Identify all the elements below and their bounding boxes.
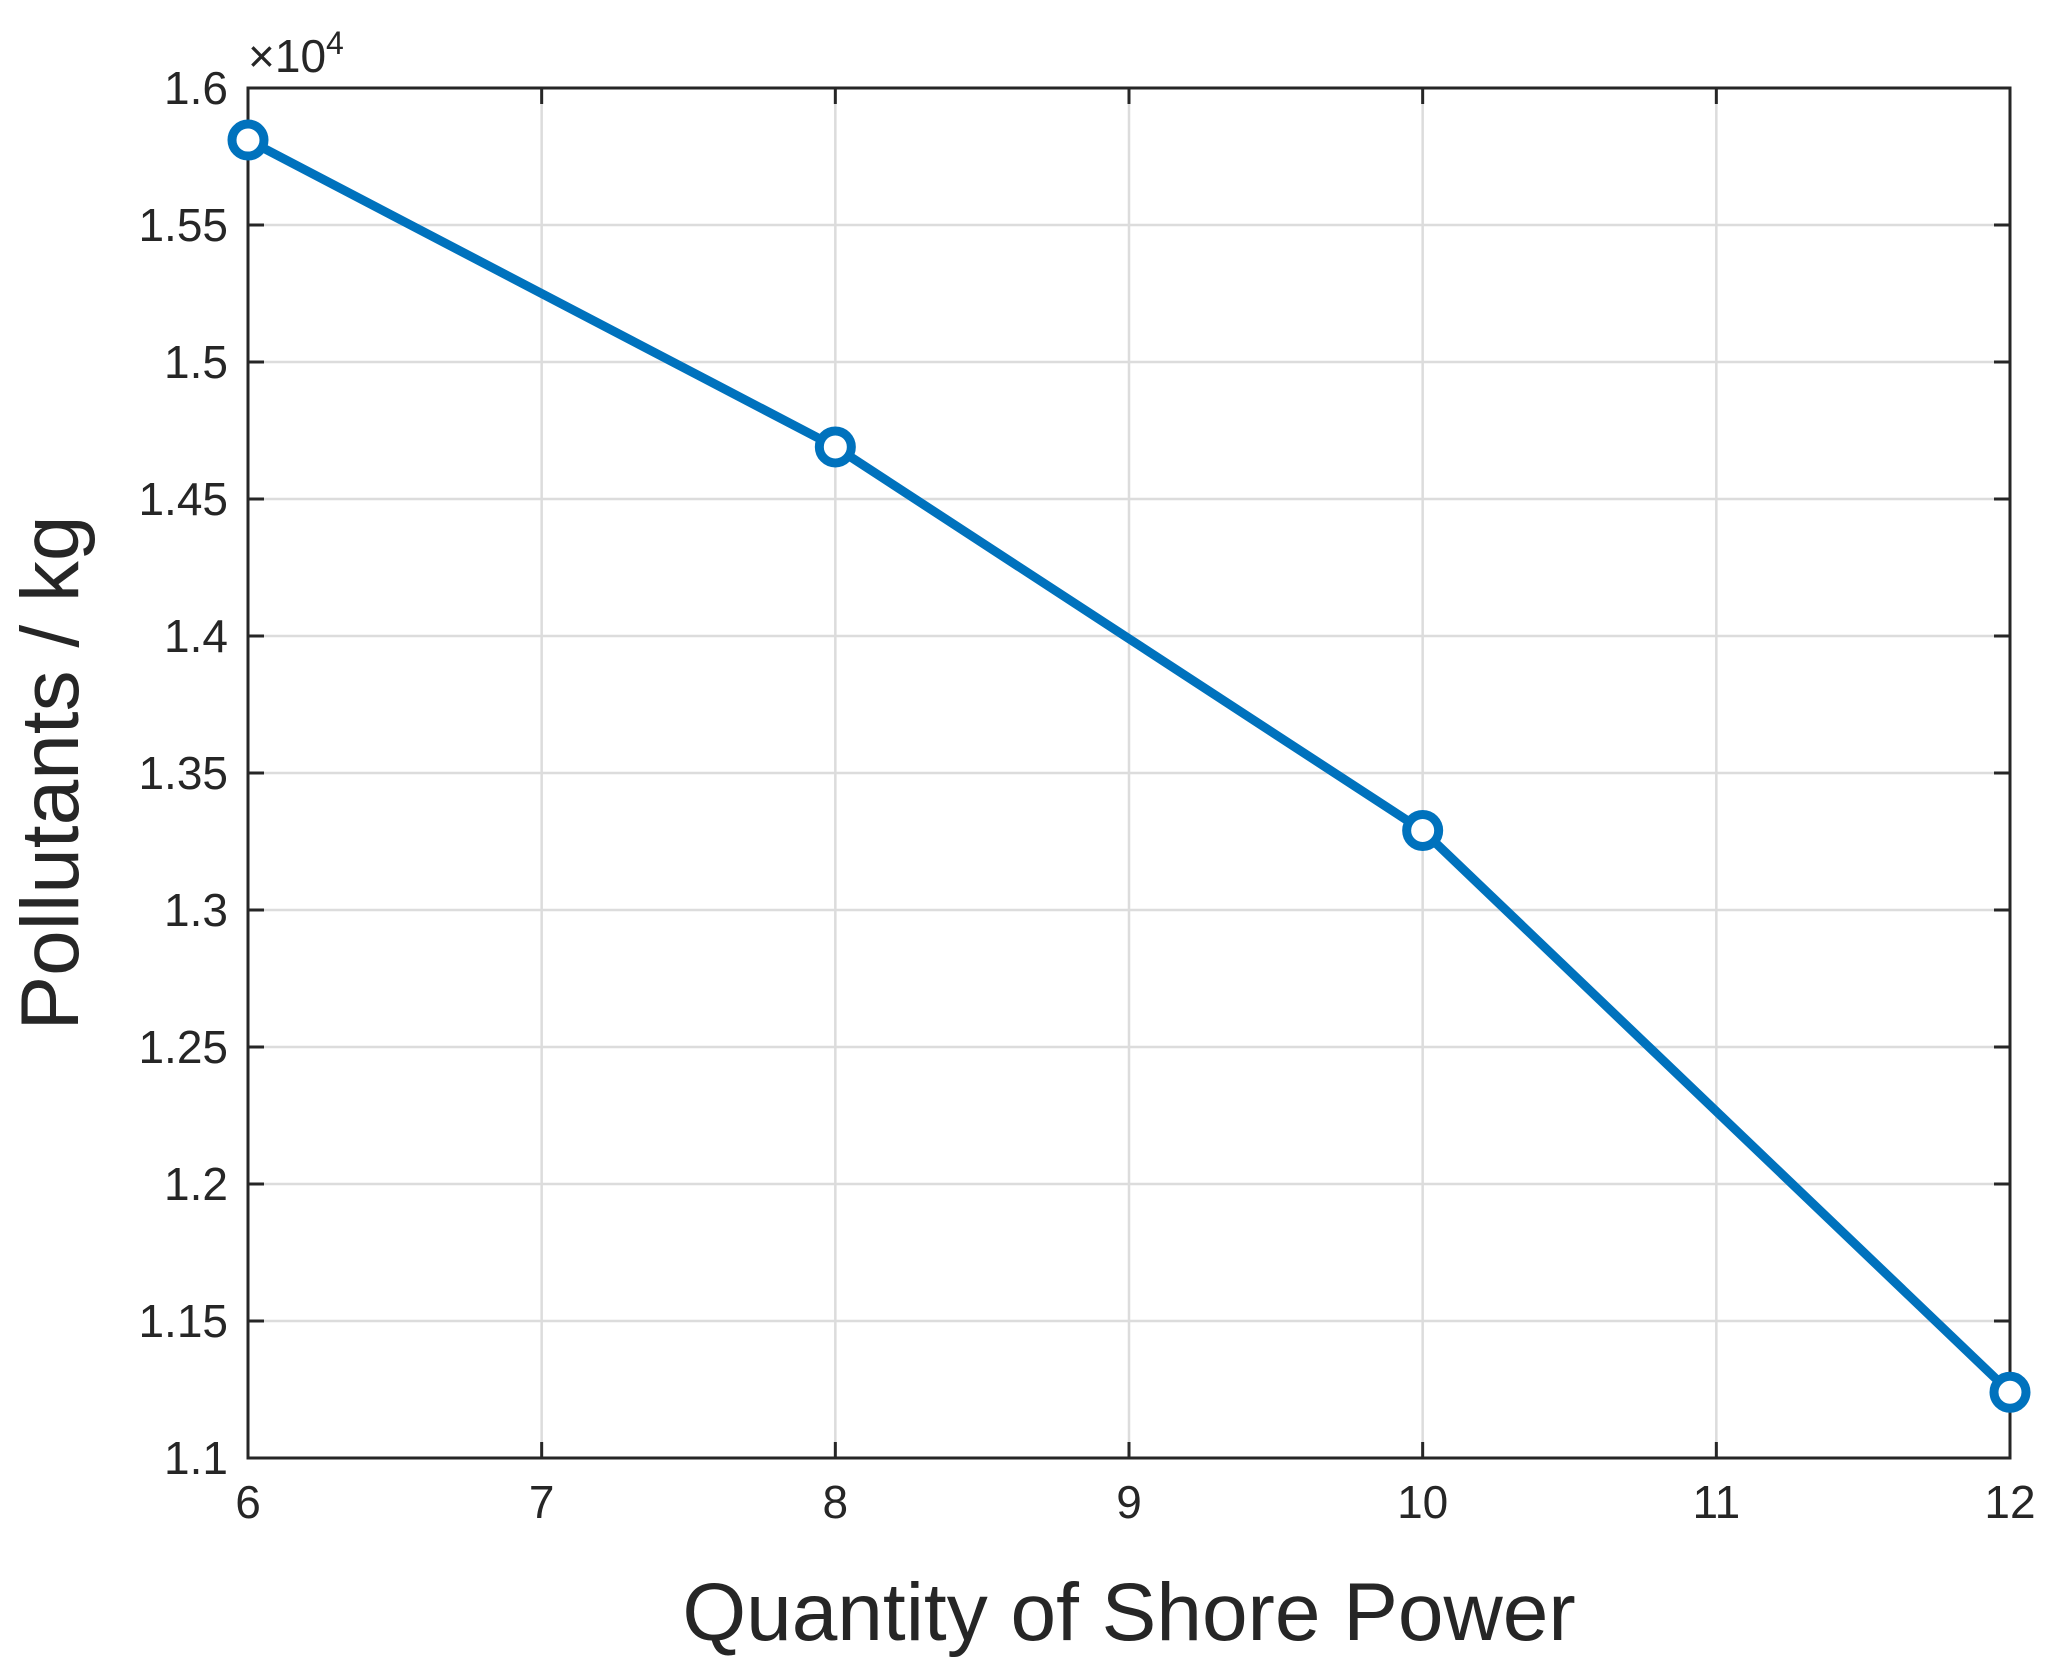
x-tick-label: 9 bbox=[1116, 1476, 1142, 1528]
y-exponent-base: ×10 bbox=[248, 30, 326, 82]
y-exponent-power: 4 bbox=[326, 25, 344, 61]
y-tick-label: 1.2 bbox=[164, 1158, 228, 1210]
y-tick-label: 1.15 bbox=[138, 1295, 228, 1347]
y-tick-label: 1.55 bbox=[138, 199, 228, 251]
y-exponent-label: ×104 bbox=[248, 25, 344, 82]
x-tick-label: 12 bbox=[1984, 1476, 2035, 1528]
data-point-marker bbox=[227, 119, 269, 161]
y-tick-label: 1.45 bbox=[138, 473, 228, 525]
x-tick-label: 7 bbox=[529, 1476, 555, 1528]
y-axis-title: Pollutants / kg bbox=[5, 515, 96, 1030]
data-point-marker bbox=[814, 426, 856, 468]
series-layer bbox=[227, 119, 2031, 1413]
y-tick-label: 1.3 bbox=[164, 884, 228, 936]
x-tick-label: 6 bbox=[235, 1476, 261, 1528]
y-tick-labels: 1.1 1.15 1.2 1.25 1.3 1.35 1.4 1.45 1.5 1.55 1.6 bbox=[138, 62, 228, 1484]
x-tick-label: 10 bbox=[1397, 1476, 1448, 1528]
x-tick-label: 8 bbox=[823, 1476, 849, 1528]
x-tick-labels: 6 7 8 9 10 11 12 bbox=[235, 1476, 2035, 1528]
y-tick-label: 1.35 bbox=[138, 747, 228, 799]
data-point-marker bbox=[1402, 810, 1444, 852]
y-tick-label: 1.5 bbox=[164, 336, 228, 388]
x-tick-label: 11 bbox=[1692, 1476, 1740, 1528]
axes bbox=[246, 86, 2012, 1460]
x-axis-title: Quantity of Shore Power bbox=[682, 1567, 1575, 1658]
y-tick-label: 1.4 bbox=[164, 610, 228, 662]
y-tick-label: 1.25 bbox=[138, 1021, 228, 1073]
data-point-marker bbox=[1989, 1371, 2031, 1413]
series-line bbox=[243, 135, 2015, 1397]
y-tick-label: 1.1 bbox=[164, 1432, 228, 1484]
y-tick-label: 1.6 bbox=[164, 62, 228, 114]
